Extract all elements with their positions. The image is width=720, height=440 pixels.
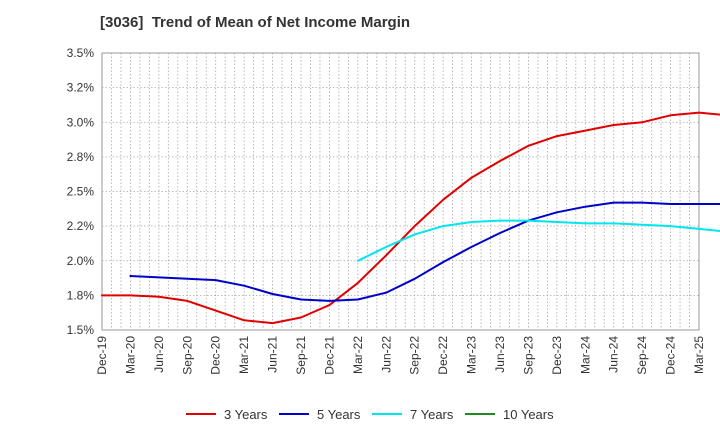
x-tick-label: Dec-20 [209, 336, 223, 375]
x-tick-label: Mar-25 [692, 336, 706, 374]
legend-label: 5 Years [317, 407, 361, 422]
legend-label: 10 Years [503, 407, 554, 422]
x-tick-label: Mar-21 [237, 336, 251, 374]
x-tick-label: Mar-23 [465, 336, 479, 374]
x-tick-label: Mar-20 [123, 336, 137, 374]
x-tick-label: Jun-20 [152, 336, 166, 373]
legend-label: 3 Years [224, 407, 268, 422]
y-tick-label: 2.0% [67, 254, 95, 268]
x-tick-label: Dec-22 [436, 336, 450, 375]
legend-label: 7 Years [410, 407, 454, 422]
x-tick-label: Dec-21 [322, 336, 336, 375]
x-tick-label: Sep-24 [635, 336, 649, 375]
x-tick-label: Sep-23 [521, 336, 535, 375]
x-tick-label: Jun-21 [266, 336, 280, 373]
chart-title: [3036] Trend of Mean of Net Income Margi… [100, 14, 411, 31]
y-tick-label: 3.2% [67, 81, 95, 95]
y-tick-label: 1.5% [67, 323, 95, 337]
x-tick-label: Dec-19 [95, 336, 109, 375]
y-tick-label: 1.8% [67, 288, 95, 302]
series-line [101, 111, 720, 325]
x-tick-label: Sep-21 [294, 336, 308, 375]
x-tick-label: Jun-23 [493, 336, 507, 373]
y-tick-label: 2.5% [67, 185, 95, 199]
x-tick-label: Mar-22 [351, 336, 365, 374]
x-tick-label: Dec-23 [550, 336, 564, 375]
y-tick-label: 3.0% [67, 115, 95, 129]
x-tick-label: Jun-24 [607, 336, 621, 373]
y-tick-label: 2.2% [67, 219, 95, 233]
x-tick-label: Jun-22 [379, 336, 393, 373]
x-tick-label: Sep-22 [408, 336, 422, 375]
x-tick-label: Dec-24 [664, 336, 678, 375]
y-tick-label: 2.8% [67, 150, 95, 164]
x-tick-label: Mar-24 [578, 336, 592, 374]
series-line [356, 219, 720, 262]
x-tick-label: Sep-20 [180, 336, 194, 375]
y-tick-label: 3.5% [67, 46, 95, 60]
series-line [129, 201, 720, 302]
